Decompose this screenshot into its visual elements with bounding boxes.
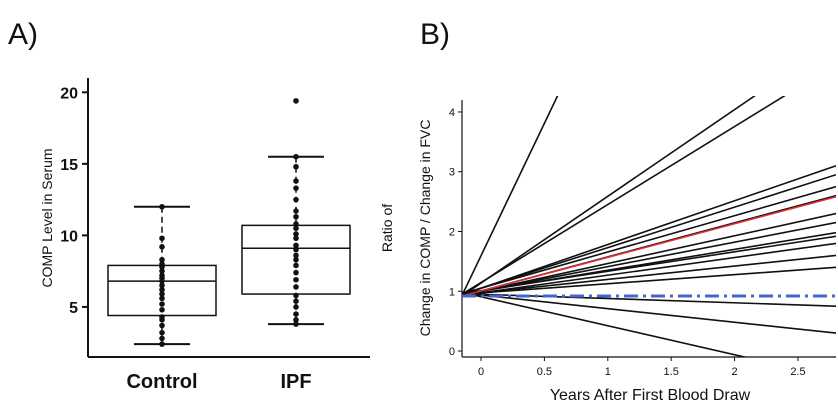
patient-trajectory-line (462, 242, 836, 297)
panel-a-letter: A) (8, 18, 38, 51)
data-point (159, 295, 165, 302)
data-point (293, 225, 299, 232)
data-point (159, 322, 165, 329)
data-point (293, 269, 299, 276)
panel-a-y-tick-label: 20 (60, 85, 78, 102)
data-point (293, 208, 299, 214)
data-point (293, 196, 299, 203)
data-point (159, 268, 165, 274)
data-point (293, 235, 299, 242)
panel-a-y-axis-title: COMP Level in Serum (39, 148, 55, 287)
data-point (293, 242, 299, 249)
highlighted-trajectory-line (462, 196, 836, 297)
data-point (293, 256, 299, 263)
patient-trajectory-line (462, 292, 836, 334)
category-label-ipf: IPF (280, 371, 311, 393)
category-label-control: Control (126, 371, 197, 393)
panel-b-y-axis-title-line1: Ratio of (379, 204, 395, 252)
data-point (159, 264, 165, 270)
data-point (159, 306, 165, 313)
data-point (159, 301, 165, 307)
data-point (293, 311, 299, 317)
panel-a-y-tick-label: 5 (69, 300, 78, 317)
panel-b-x-tick-label: 0 (478, 366, 484, 378)
patient-trajectory-line (462, 235, 836, 295)
patient-trajectory-line (462, 96, 786, 295)
panel-a-y-tick-label: 10 (60, 228, 78, 245)
data-point (293, 246, 299, 253)
panel-b-letter: B) (420, 18, 450, 51)
patient-trajectory-line (462, 185, 836, 295)
panel-b-x-tick-label: 1 (605, 366, 611, 378)
data-point (159, 286, 165, 293)
data-point (159, 291, 165, 297)
data-point (293, 252, 299, 259)
panel-b-x-tick-label: 2 (732, 366, 738, 378)
panel-b-x-axis-title: Years After First Blood Draw (550, 387, 751, 404)
data-point (293, 221, 299, 227)
data-point (293, 163, 299, 170)
patient-trajectory-line (462, 212, 836, 297)
panel-b-y-tick-label: 1 (449, 286, 455, 298)
data-point (159, 235, 165, 242)
panel-b-y-axis-title-line2: Change in COMP / Change in FVC (417, 120, 433, 337)
data-point (293, 317, 299, 323)
panel-b-x-tick-label: 1.5 (664, 366, 679, 378)
data-point (159, 341, 165, 347)
patient-trajectory-line (462, 221, 836, 296)
data-point (159, 317, 165, 323)
panel-b-line-chart: Ratio of Change in COMP / Change in FVC … (379, 96, 836, 404)
data-point (293, 304, 299, 310)
data-point (159, 329, 165, 336)
patient-trajectory-line (462, 266, 836, 296)
panel-a-boxplot: COMP Level in Serum 5 10 15 20 Control IPF (39, 78, 370, 393)
panel-b-x-tick-label: 2.5 (790, 366, 805, 378)
data-point (293, 98, 299, 104)
data-point (293, 292, 299, 299)
panel-b-x-tick-label: 0.5 (537, 366, 552, 378)
data-point (159, 282, 165, 289)
data-point (293, 298, 299, 305)
data-point (159, 278, 165, 284)
patient-trajectory-line (462, 164, 836, 296)
data-point (293, 262, 299, 269)
box-ipf (241, 98, 351, 327)
panel-b-y-tick-label: 4 (449, 107, 455, 119)
data-point (293, 178, 299, 184)
data-point (293, 284, 299, 290)
patient-trajectory-line (462, 254, 836, 296)
data-point (159, 335, 165, 342)
panel-a-y-tick-label: 15 (60, 157, 78, 174)
panel-b-y-tick-label: 2 (449, 226, 455, 238)
data-point (159, 244, 165, 250)
patient-trajectory-line (462, 291, 749, 357)
patient-trajectory-line (462, 96, 756, 297)
data-point (159, 203, 165, 210)
panel-b-y-tick-label: 3 (449, 167, 455, 179)
panel-b-y-tick-label: 0 (449, 346, 455, 358)
panel-b-series-group (462, 96, 836, 357)
data-point (293, 276, 299, 283)
data-point (293, 321, 299, 327)
data-point (293, 185, 299, 191)
patient-trajectory-line (462, 173, 836, 296)
data-point (293, 231, 299, 237)
patient-trajectory-line (462, 96, 559, 296)
data-point (159, 256, 165, 263)
data-point (293, 153, 299, 160)
data-point (293, 213, 299, 220)
box-control (107, 203, 217, 347)
